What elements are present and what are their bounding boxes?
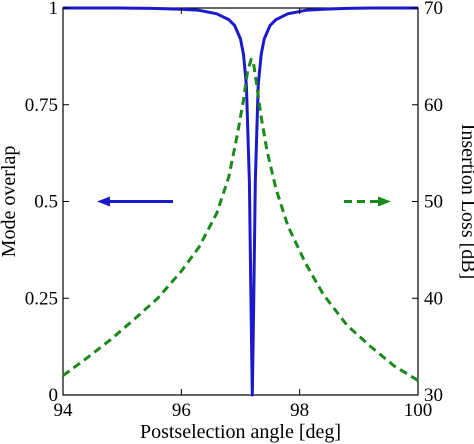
left-y-tick-label: 0.25 [25, 288, 58, 309]
ticks-layer: 94 96 98 100 0 0.25 0.5 0.75 1 30 40 50 60 70 [25, 0, 443, 421]
mode-overlap-series-line [63, 6, 418, 397]
x-tick-label: 100 [404, 400, 433, 421]
left-y-tick-label: 1 [49, 0, 59, 19]
arrows-layer [97, 196, 391, 207]
insertion-loss-series-line [62, 57, 419, 382]
left-y-tick-label: 0.5 [34, 192, 58, 213]
x-tick-label: 96 [172, 400, 191, 421]
right-y-tick-label: 70 [424, 0, 443, 19]
left-axis-arrow-head [97, 196, 110, 207]
left-axis-title: Mode overlap [0, 146, 20, 258]
left-y-tick-label: 0.75 [25, 95, 58, 116]
series-layer [62, 6, 419, 397]
right-axis-arrow-head [378, 196, 391, 207]
right-axis-title: Insertion Loss [dB] [457, 124, 474, 280]
right-y-tick-label: 60 [424, 95, 443, 116]
x-tick-label: 94 [54, 400, 74, 421]
left-y-tick-label: 0 [49, 385, 59, 406]
right-y-tick-label: 50 [424, 192, 443, 213]
right-y-tick-label: 30 [424, 385, 443, 406]
x-axis-title: Postselection angle [deg] [140, 421, 341, 443]
x-tick-label: 98 [290, 400, 309, 421]
right-y-tick-label: 40 [424, 288, 443, 309]
